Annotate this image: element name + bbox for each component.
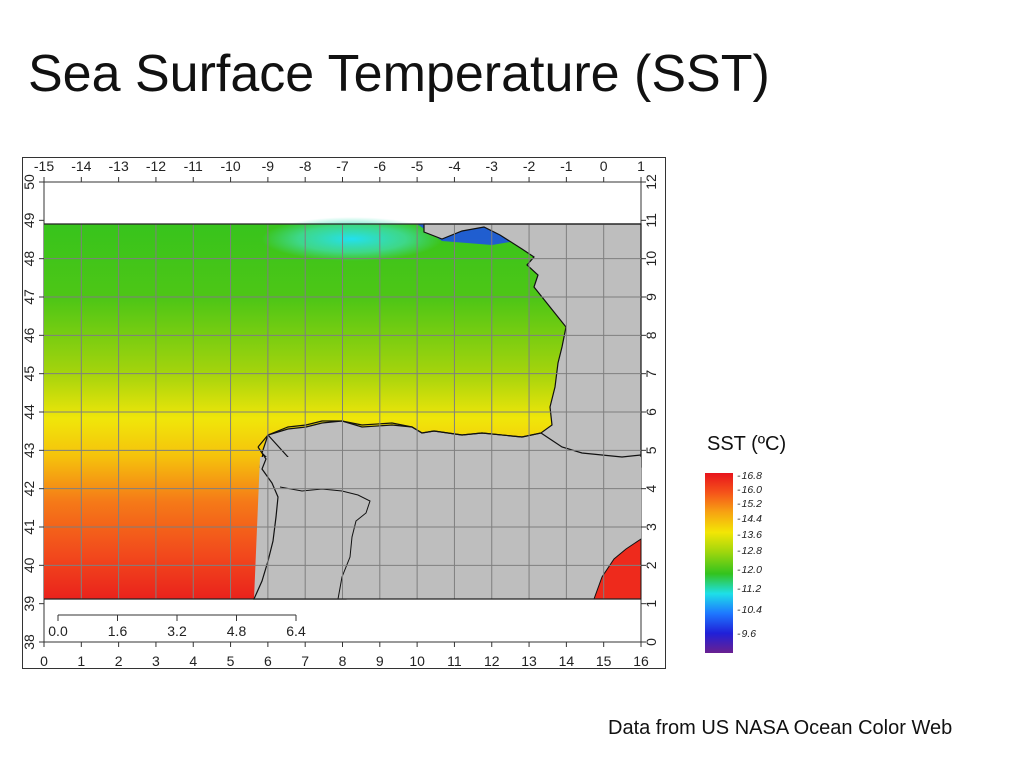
colorbar-label: 12.8 — [737, 546, 762, 557]
right-axis-label: 2 — [643, 561, 659, 569]
left-lat-label: 48 — [22, 251, 37, 267]
scale-bar-label: 4.8 — [227, 623, 247, 639]
right-axis-label: 3 — [643, 523, 659, 531]
top-lon-label: -13 — [109, 158, 129, 174]
right-axis-label: 1 — [643, 600, 659, 608]
slide-title: Sea Surface Temperature (SST) — [28, 45, 770, 103]
left-lat-label: 38 — [22, 634, 37, 650]
bottom-axis: 0 1 2 3 4 5 6 7 8 9 10 11 12 13 14 15 16 — [40, 642, 649, 669]
top-lon-label: -4 — [448, 158, 461, 174]
top-lon-label: -7 — [336, 158, 349, 174]
left-axis: 50 49 48 47 46 45 44 43 42 41 40 39 38 — [22, 174, 44, 650]
left-lat-label: 45 — [22, 366, 37, 382]
left-lat-label: 46 — [22, 327, 37, 343]
colorbar-label: 10.4 — [737, 605, 762, 616]
colorbar-label: 16.8 — [737, 471, 762, 482]
scale-bar: 0.0 1.6 3.2 4.8 6.4 — [48, 614, 306, 639]
colorbar-label: 15.2 — [737, 499, 762, 510]
cold-water-patch — [262, 217, 442, 261]
left-lat-label: 42 — [22, 481, 37, 497]
colorbar-label: 12.0 — [737, 565, 762, 576]
top-lon-label: -12 — [146, 158, 166, 174]
colorbar-label: 16.0 — [737, 485, 762, 496]
sst-colorbar — [705, 473, 733, 653]
top-lon-label: 1 — [637, 158, 645, 174]
bottom-axis-label: 15 — [596, 653, 612, 669]
grid-lines — [44, 223, 641, 600]
bottom-axis-label: 10 — [409, 653, 425, 669]
colorbar-label: 9.6 — [737, 629, 757, 640]
colorbar-label: 14.4 — [737, 514, 762, 525]
top-lon-label: -3 — [486, 158, 499, 174]
top-lon-label: -2 — [523, 158, 536, 174]
top-lon-label: -5 — [411, 158, 424, 174]
colorbar-label: 13.6 — [737, 530, 762, 541]
bottom-axis-label: 12 — [484, 653, 500, 669]
sst-map: -15 -14 -13 -12 -11 -10 -9 -8 -7 -6 -5 -4 -3 -2 -1 0 1 0… — [22, 157, 666, 669]
bottom-axis-label: 5 — [227, 653, 235, 669]
bottom-axis-label: 0 — [40, 653, 48, 669]
top-lon-label: -10 — [220, 158, 240, 174]
bottom-axis-label: 4 — [189, 653, 197, 669]
bottom-axis-label: 14 — [559, 653, 575, 669]
top-lon-label: -1 — [560, 158, 573, 174]
source-note: Data from US NASA Ocean Color Web — [608, 717, 953, 739]
top-lon-label: -8 — [299, 158, 312, 174]
top-lon-label: -9 — [262, 158, 275, 174]
right-axis-label: 0 — [643, 638, 659, 646]
right-axis-label: 12 — [643, 174, 659, 190]
left-lat-label: 40 — [22, 557, 37, 573]
top-lon-label: 0 — [600, 158, 608, 174]
left-lat-label: 43 — [22, 442, 37, 458]
right-axis-label: 5 — [643, 446, 659, 454]
legend-title: SST (ºC) — [707, 433, 787, 455]
right-axis-label: 9 — [643, 293, 659, 301]
bottom-axis-label: 9 — [376, 653, 384, 669]
left-lat-label: 41 — [22, 519, 37, 535]
right-axis-label: 4 — [643, 485, 659, 493]
top-lon-label: -15 — [34, 158, 54, 174]
top-axis: -15 -14 -13 -12 -11 -10 -9 -8 -7 -6 -5 -4 -3 -2 -1 0 1 — [34, 158, 645, 182]
scale-bar-label: 1.6 — [108, 623, 128, 639]
top-lon-label: -14 — [71, 158, 91, 174]
top-lon-label: -6 — [374, 158, 387, 174]
iberia-interior — [254, 457, 641, 599]
bottom-axis-label: 16 — [633, 653, 649, 669]
bottom-axis-label: 8 — [339, 653, 347, 669]
left-lat-label: 49 — [22, 212, 37, 228]
bottom-axis-label: 7 — [301, 653, 309, 669]
scale-bar-label: 0.0 — [48, 623, 68, 639]
right-axis-label: 7 — [643, 370, 659, 378]
right-axis-label: 10 — [643, 251, 659, 267]
left-lat-label: 47 — [22, 289, 37, 305]
colorbar-label: 11.2 — [737, 584, 762, 595]
bottom-axis-label: 13 — [521, 653, 537, 669]
iberia-coast-north — [257, 420, 642, 458]
bottom-axis-label: 6 — [264, 653, 272, 669]
bottom-axis-label: 2 — [115, 653, 123, 669]
portugal-border — [279, 486, 371, 600]
left-lat-label: 39 — [22, 596, 37, 612]
bottom-axis-label: 11 — [447, 653, 462, 669]
scale-bar-label: 3.2 — [167, 623, 187, 639]
left-lat-label: 50 — [22, 174, 37, 190]
right-axis-label: 11 — [643, 213, 659, 228]
bottom-axis-label: 1 — [77, 653, 85, 669]
scale-bar-label: 6.4 — [286, 623, 306, 639]
right-axis-label: 6 — [643, 408, 659, 416]
right-axis-label: 8 — [643, 331, 659, 339]
bottom-axis-label: 3 — [152, 653, 160, 669]
iberia-coast-west — [253, 446, 279, 600]
left-lat-label: 44 — [22, 404, 37, 420]
top-lon-label: -11 — [184, 158, 203, 174]
